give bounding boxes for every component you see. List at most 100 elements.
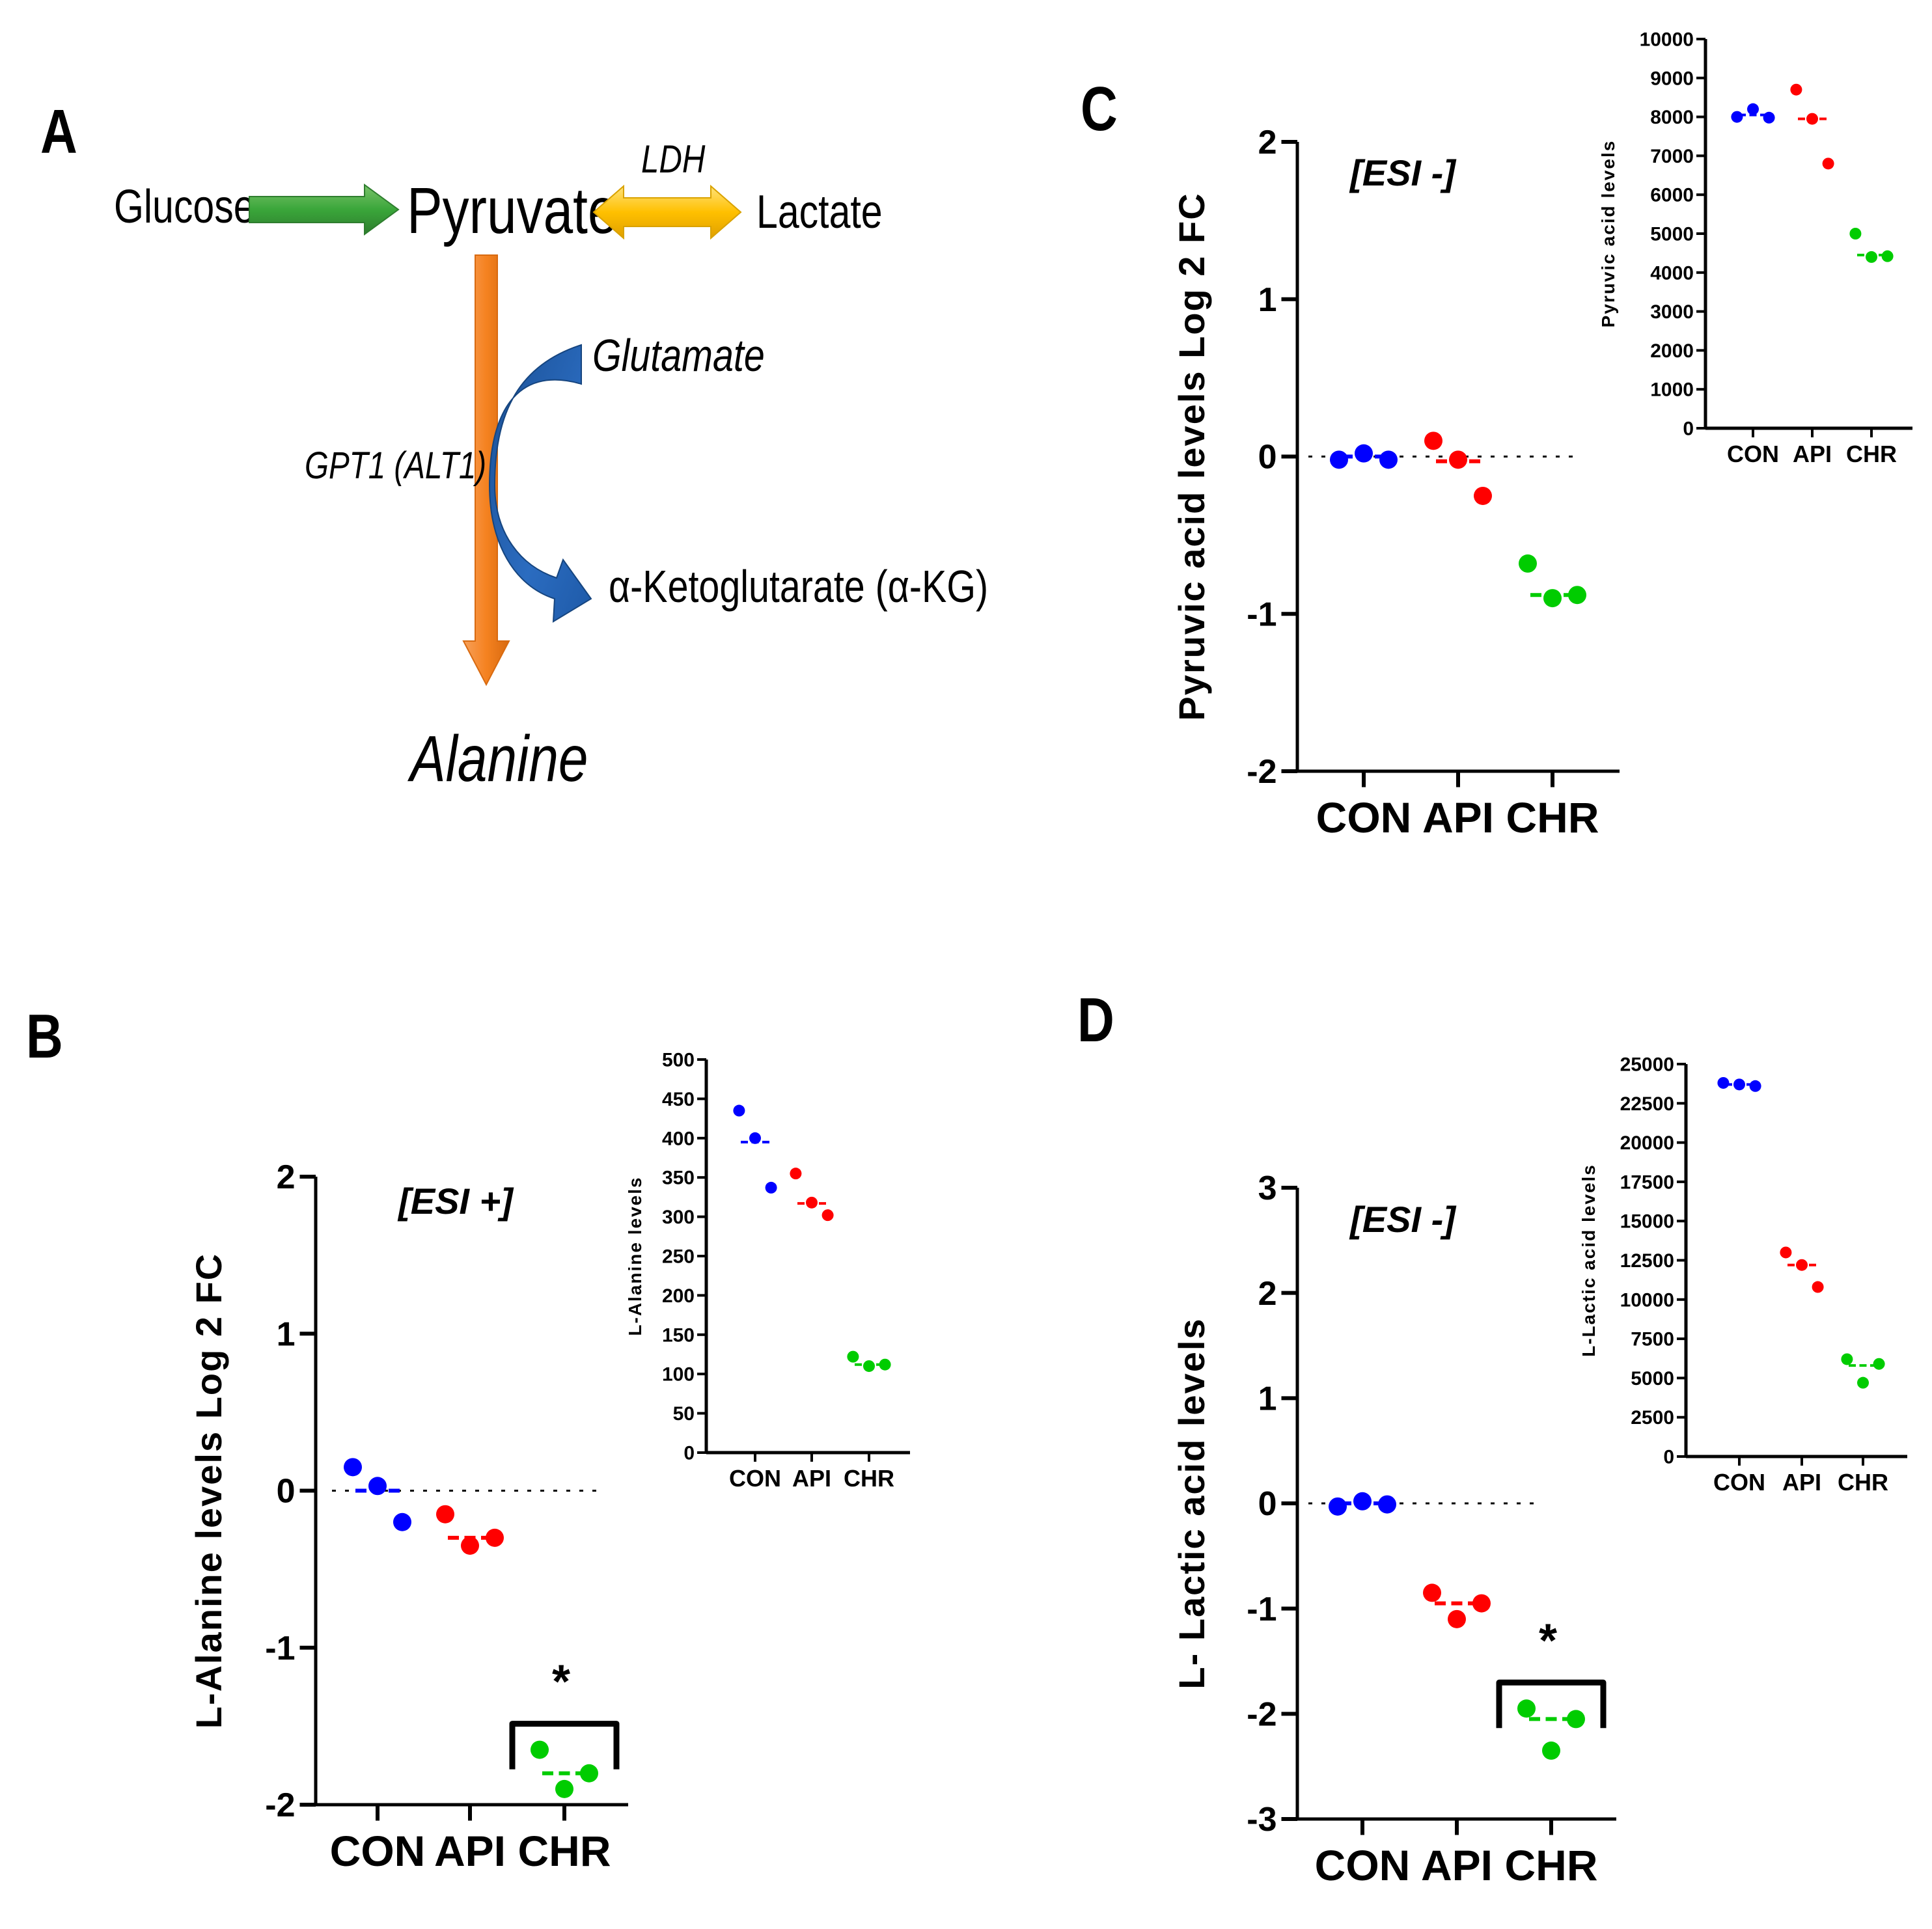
data-point: [1330, 450, 1348, 469]
data-point: [1731, 111, 1743, 123]
x-category-label: CHR: [1506, 793, 1599, 841]
y-tick-label: 0: [1663, 1447, 1674, 1468]
y-tick-label: 100: [662, 1364, 695, 1386]
data-point: [733, 1104, 745, 1117]
data-point: [1790, 83, 1802, 96]
data-point: [1733, 1078, 1745, 1091]
y-tick-label: 2000: [1650, 340, 1694, 362]
y-tick-label: 1: [1258, 281, 1277, 319]
x-category-label: API: [1421, 1841, 1493, 1889]
data-point: [1841, 1353, 1853, 1365]
chart-b-main: -2 -1 0 1 2 CON API CHR L-Alanine levels Log 2 F…: [188, 1158, 628, 1875]
significance-bracket: [509, 1721, 620, 1770]
panel-label-d: D: [1077, 985, 1114, 1055]
significance-bracket: [1496, 1679, 1607, 1729]
y-tick-label: 4000: [1650, 262, 1694, 284]
y-tick-label: 50: [673, 1403, 695, 1425]
data-point: [1353, 1492, 1372, 1511]
data-point: [1519, 554, 1537, 573]
data-point: [1717, 1076, 1730, 1089]
y-tick-label: 1: [1258, 1380, 1277, 1418]
data-point: [580, 1764, 598, 1783]
data-point: [1448, 1609, 1466, 1628]
data-point: [1822, 157, 1834, 170]
y-tick-label: -2: [1247, 753, 1276, 791]
curved-arrow-icon: [488, 344, 592, 623]
y-tick-label: 15000: [1620, 1211, 1674, 1233]
x-category-label: CHR: [1505, 1841, 1598, 1889]
significance-star: *: [1539, 1615, 1557, 1667]
x-category-label: API: [434, 1827, 506, 1875]
y-axis-label: Pyruvic acid levels: [1598, 140, 1618, 328]
data-point: [1849, 228, 1862, 239]
y-tick-label: 1: [277, 1315, 296, 1353]
x-category-label: CON: [729, 1465, 781, 1492]
data-point: [847, 1350, 859, 1363]
chart-d-inset: 0 2500 5000 7500 10000 12500 15000 17500 20000 22…: [1579, 1054, 1907, 1496]
down-arrow-icon: [462, 254, 510, 687]
data-point: [1568, 586, 1586, 605]
x-category-label: CON: [330, 1827, 426, 1875]
y-tick-label: 12500: [1620, 1250, 1674, 1272]
double-arrow-icon: [592, 184, 742, 240]
data-point: [790, 1168, 802, 1180]
y-tick-label: -1: [265, 1630, 295, 1667]
data-point: [1796, 1259, 1808, 1271]
data-point: [821, 1209, 834, 1222]
x-category-label: CON: [1727, 441, 1779, 467]
data-point: [344, 1458, 362, 1477]
y-tick-label: 5000: [1631, 1368, 1674, 1389]
pyruvate-label: Pyruvate: [407, 174, 618, 247]
data-point: [1474, 486, 1492, 505]
data-point: [461, 1536, 479, 1555]
chart-d-main: -3 -2 -1 0 1 2 3 CON API CHR L- Lactic acid levels…: [1171, 1170, 1616, 1889]
x-category-label: CHR: [844, 1465, 894, 1492]
y-tick-label: 250: [662, 1246, 695, 1268]
y-tick-label: 5000: [1650, 224, 1694, 245]
alanine-label: Alanine: [407, 722, 588, 795]
data-point: [436, 1505, 454, 1524]
data-point: [1355, 444, 1373, 463]
x-category-label: CON: [1713, 1469, 1765, 1496]
x-category-label: CHR: [1846, 441, 1897, 467]
y-tick-label: 1000: [1650, 379, 1694, 401]
ldh-label: LDH: [641, 137, 706, 181]
data-point: [1747, 103, 1759, 115]
y-tick-label: 450: [662, 1089, 695, 1110]
data-point: [1873, 1358, 1885, 1370]
akg-label: α-Ketoglutarate (α-KG): [609, 561, 988, 612]
data-point: [531, 1740, 549, 1759]
data-point: [1812, 1281, 1824, 1293]
data-point: [1379, 450, 1398, 469]
x-category-label: API: [1782, 1469, 1821, 1496]
data-point: [1567, 1710, 1585, 1729]
ion-mode-annotation: [ESI -]: [1349, 1199, 1457, 1240]
y-tick-label: 2: [277, 1158, 296, 1196]
y-tick-label: 500: [662, 1050, 695, 1071]
data-point: [1378, 1495, 1396, 1514]
chart-c-inset: 0 1000 2000 3000 4000 5000 6000 7000 8000 9000 100…: [1598, 29, 1912, 467]
data-point: [1423, 1583, 1441, 1602]
chart-c-main: -2 -1 0 1 2 CON API CHR Pyruvic acid levels Log …: [1171, 124, 1620, 841]
data-point: [765, 1181, 777, 1194]
y-tick-label: 0: [277, 1473, 296, 1511]
data-point: [1329, 1497, 1347, 1516]
data-point: [1449, 450, 1467, 469]
x-category-label: API: [1793, 441, 1832, 467]
y-tick-label: 10000: [1640, 29, 1694, 51]
data-point: [1543, 589, 1562, 608]
x-category-label: CHR: [1838, 1469, 1888, 1496]
data-point: [1806, 113, 1818, 125]
ion-mode-annotation: [ESI -]: [1349, 152, 1457, 193]
pathway-diagram: Glucose Pyruvate LDH Lactate Glutamate G…: [114, 137, 988, 795]
y-tick-label: 17500: [1620, 1171, 1674, 1193]
data-point: [1866, 251, 1877, 263]
y-axis-label: L-Alanine levels: [625, 1176, 645, 1335]
y-tick-label: 9000: [1650, 68, 1694, 89]
data-point: [1517, 1699, 1536, 1718]
gpt1-label: GPT1 (ALT1): [305, 445, 486, 487]
data-point: [393, 1512, 411, 1531]
data-point: [1749, 1080, 1761, 1092]
y-tick-label: 400: [662, 1128, 695, 1149]
